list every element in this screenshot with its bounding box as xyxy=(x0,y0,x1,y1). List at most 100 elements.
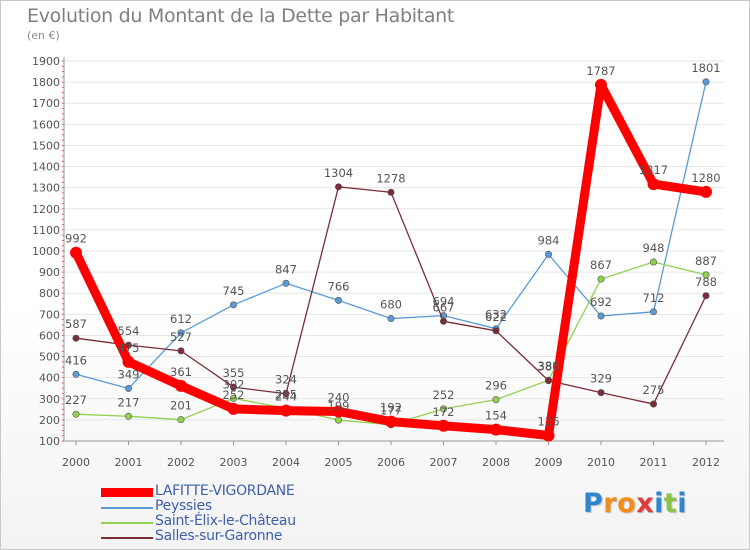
x-tick-label: 2000 xyxy=(62,456,90,469)
data-label: 388 xyxy=(538,359,560,373)
x-tick-label: 2008 xyxy=(482,456,510,469)
data-point xyxy=(230,383,238,391)
y-tick-label: 1000 xyxy=(32,245,60,258)
data-label: 1317 xyxy=(639,163,668,177)
logo-letter: o xyxy=(617,488,637,519)
data-point xyxy=(125,412,133,420)
data-point xyxy=(700,185,712,198)
y-tick-label: 1100 xyxy=(32,224,60,237)
x-tick-label: 2003 xyxy=(220,456,248,469)
y-tick-label: 700 xyxy=(39,308,60,321)
data-label: 712 xyxy=(643,291,665,305)
data-point xyxy=(70,246,82,259)
y-tick-label: 1500 xyxy=(32,139,60,152)
data-label: 329 xyxy=(590,372,612,386)
data-label: 667 xyxy=(433,300,455,314)
logo-letter: x xyxy=(636,488,655,519)
x-tick-label: 2002 xyxy=(167,456,195,469)
data-point xyxy=(177,329,185,337)
y-tick-label: 1800 xyxy=(32,76,60,89)
y-tick-label: 1400 xyxy=(32,161,60,174)
data-point xyxy=(175,379,187,392)
data-label: 255 xyxy=(275,387,297,401)
legend-swatch xyxy=(101,507,153,509)
data-point xyxy=(544,250,552,258)
data-label: 766 xyxy=(328,279,350,293)
data-point xyxy=(227,402,240,415)
y-tick-label: 1600 xyxy=(32,118,60,131)
data-label: 1304 xyxy=(324,166,353,180)
proxiti-logo: Proxiti xyxy=(583,488,687,519)
data-label: 302 xyxy=(223,377,245,391)
data-label: 199 xyxy=(328,399,350,413)
data-point xyxy=(334,416,342,424)
x-tick-label: 2011 xyxy=(640,456,668,469)
y-tick-label: 500 xyxy=(39,351,60,364)
data-point xyxy=(544,377,552,385)
data-point xyxy=(597,389,605,397)
data-point xyxy=(649,308,657,316)
x-tick-label: 2010 xyxy=(587,456,615,469)
legend-label: Salles-sur-Garonne xyxy=(155,528,283,544)
data-label: 992 xyxy=(65,232,87,246)
legend-swatch xyxy=(101,522,153,524)
data-label: 252 xyxy=(223,388,245,402)
data-label: 177 xyxy=(380,404,402,418)
data-point xyxy=(72,410,80,418)
data-point xyxy=(702,78,710,86)
data-point xyxy=(332,405,345,418)
y-tick-label: 1300 xyxy=(32,182,60,195)
legend-item-saint-elix: Saint-Élix-le-Château xyxy=(101,513,361,530)
data-point xyxy=(387,315,395,323)
data-point xyxy=(437,419,450,432)
data-point xyxy=(280,404,292,417)
data-label: 527 xyxy=(170,330,192,344)
data-point xyxy=(72,334,80,342)
data-point xyxy=(490,423,502,436)
data-label: 680 xyxy=(380,298,402,312)
data-label: 847 xyxy=(275,262,297,276)
data-point xyxy=(282,390,290,398)
data-label: 887 xyxy=(695,254,717,268)
data-point xyxy=(439,317,447,325)
logo-letter: t xyxy=(663,488,678,519)
data-point xyxy=(334,296,342,304)
legend-label: LAFITTE-VIGORDANE xyxy=(155,483,295,499)
data-point xyxy=(492,327,500,335)
data-point xyxy=(702,292,710,300)
data-point xyxy=(177,416,185,424)
x-tick-label: 2005 xyxy=(325,456,353,469)
y-tick-label: 900 xyxy=(39,266,60,279)
data-point xyxy=(649,258,657,266)
x-tick-label: 2012 xyxy=(692,456,720,469)
legend-item-peyssies: Peyssies xyxy=(101,498,361,515)
y-tick-label: 100 xyxy=(39,435,60,448)
data-point xyxy=(72,370,80,378)
data-label: 587 xyxy=(65,317,87,331)
y-tick-label: 400 xyxy=(39,372,60,385)
data-point xyxy=(385,415,397,428)
legend: LAFITTE-VIGORDANE Peyssies Saint-Élix-le… xyxy=(101,483,361,545)
data-label: 554 xyxy=(118,324,140,338)
data-label: 622 xyxy=(485,310,507,324)
data-label: 745 xyxy=(223,284,245,298)
logo-letter: P xyxy=(583,488,604,519)
x-tick-label: 2004 xyxy=(272,456,300,469)
data-label: 154 xyxy=(485,409,507,423)
data-label: 275 xyxy=(643,383,665,397)
data-point xyxy=(702,271,710,279)
y-tick-label: 1700 xyxy=(32,97,60,110)
data-point xyxy=(125,384,133,392)
x-tick-label: 2009 xyxy=(535,456,563,469)
x-tick-label: 2001 xyxy=(115,456,143,469)
data-label: 1801 xyxy=(691,61,720,75)
y-tick-label: 200 xyxy=(39,414,60,427)
data-label: 475 xyxy=(118,341,140,355)
x-tick-label: 2006 xyxy=(377,456,405,469)
y-tick-label: 600 xyxy=(39,329,60,342)
data-label: 217 xyxy=(118,395,140,409)
data-point xyxy=(597,312,605,320)
data-label: 984 xyxy=(538,233,560,247)
data-label: 694 xyxy=(433,295,455,309)
